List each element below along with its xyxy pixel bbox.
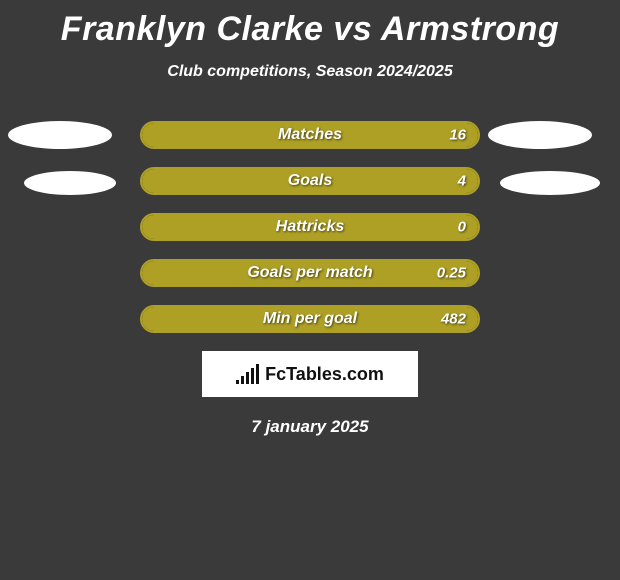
stat-bar: Matches 16 <box>140 121 480 149</box>
stat-bar-value: 16 <box>449 127 466 144</box>
stat-bar: Min per goal 482 <box>140 305 480 333</box>
subtitle: Club competitions, Season 2024/2025 <box>0 63 620 81</box>
decorative-oval-left-2 <box>24 171 116 195</box>
stat-bar-value: 4 <box>458 173 466 190</box>
stat-bar-label: Matches <box>278 126 342 144</box>
stat-bar-value: 0 <box>458 219 466 236</box>
stat-bars: Matches 16 Goals 4 Hattricks 0 Goals per match… <box>140 121 480 333</box>
stat-bar-label: Hattricks <box>276 218 344 236</box>
stat-bar-value: 0.25 <box>437 265 466 282</box>
decorative-oval-left-1 <box>8 121 112 149</box>
brand-text: FcTables.com <box>265 364 384 385</box>
decorative-oval-right-2 <box>500 171 600 195</box>
stat-bar: Goals 4 <box>140 167 480 195</box>
decorative-oval-right-1 <box>488 121 592 149</box>
page-title: Franklyn Clarke vs Armstrong <box>0 0 620 49</box>
brand-box: FcTables.com <box>202 351 418 397</box>
stat-bar-value: 482 <box>441 311 466 328</box>
comparison-content: Matches 16 Goals 4 Hattricks 0 Goals per match… <box>0 121 620 437</box>
title-vs: vs <box>333 10 372 48</box>
title-player2: Armstrong <box>381 10 559 48</box>
stat-bar: Hattricks 0 <box>140 213 480 241</box>
stat-bar: Goals per match 0.25 <box>140 259 480 287</box>
stat-bar-label: Min per goal <box>263 310 357 328</box>
stat-bar-label: Goals per match <box>247 264 372 282</box>
date-label: 7 january 2025 <box>0 417 620 437</box>
brand-chart-icon <box>236 364 259 384</box>
stat-bar-label: Goals <box>288 172 332 190</box>
title-player1: Franklyn Clarke <box>61 10 324 48</box>
